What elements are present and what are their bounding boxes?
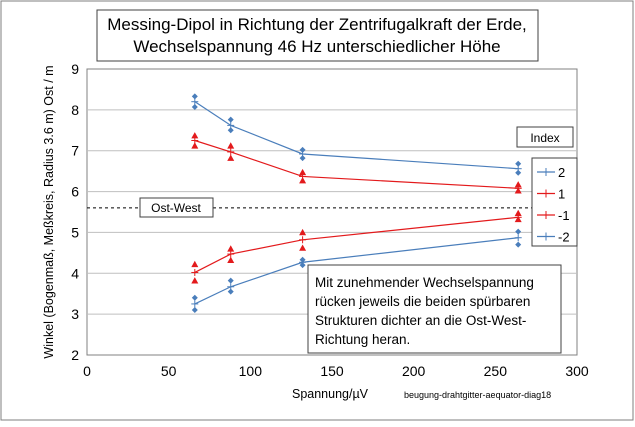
data-point [299, 262, 306, 269]
data-point [299, 244, 307, 251]
legend-title-box [516, 126, 574, 148]
data-point [515, 228, 522, 235]
series-line [194, 101, 519, 170]
series--2 [191, 228, 522, 314]
legend-entry--1: -1 [537, 208, 570, 223]
series-line [194, 139, 519, 189]
legend-label: -2 [558, 230, 570, 245]
series-layer [191, 93, 522, 314]
y-tick-label: 2 [71, 347, 79, 363]
data-point [514, 215, 522, 223]
chart-title: Messing-Dipol in Richtung der Zentrifuga… [96, 9, 539, 62]
series--1 [191, 209, 522, 284]
x-tick-label: 300 [565, 363, 589, 379]
y-tick-label: 7 [71, 143, 79, 159]
x-tick-label: 50 [161, 363, 177, 379]
legend-label: -1 [558, 208, 570, 223]
x-tick-label: 200 [402, 363, 426, 379]
y-tick-labels: 2 3 4 5 6 7 8 9 [71, 61, 79, 363]
title-line-1: Messing-Dipol in Richtung der Zentrifuga… [107, 15, 527, 34]
y-tick-label: 3 [71, 306, 79, 322]
data-point [227, 154, 235, 161]
data-point [227, 116, 234, 123]
series-1 [191, 132, 522, 194]
legend-box [531, 157, 578, 247]
annotation-box [307, 264, 562, 354]
title-box [96, 9, 539, 62]
data-point [227, 256, 235, 264]
x-tick-labels: 0 50 100 150 200 250 300 [83, 363, 589, 379]
data-point [227, 277, 234, 284]
data-point [514, 187, 522, 194]
y-tick-label: 9 [71, 61, 79, 77]
legend-title: Index [530, 131, 559, 145]
data-point [227, 142, 235, 149]
footnote: beugung-drahtgitter-aequator-diag18 [404, 390, 551, 400]
data-point [515, 169, 522, 176]
annotation-line-1: Mit zunehmender Wechselspannung [315, 275, 534, 290]
series-2 [191, 93, 522, 176]
data-point [191, 294, 198, 301]
data-point [299, 256, 306, 263]
data-point [227, 127, 234, 134]
data-point [299, 228, 307, 236]
y-tick-label: 6 [71, 184, 79, 200]
legend-label: 2 [558, 165, 565, 180]
data-point [515, 160, 522, 167]
data-point [299, 168, 307, 176]
x-tick-label: 250 [484, 363, 508, 379]
x-axis-label: Spannung/µV [292, 387, 369, 401]
ost-west-label: Ost-West [151, 201, 201, 215]
data-point [227, 245, 235, 252]
y-tick-label: 5 [71, 224, 79, 240]
data-point [191, 132, 199, 139]
y-tick-label: 8 [71, 102, 79, 118]
data-point [514, 181, 522, 188]
data-point [299, 155, 306, 162]
data-point [191, 142, 199, 149]
data-point [191, 260, 199, 268]
legend-label: 1 [558, 187, 565, 202]
annotation-line-4: Richtung heran. [315, 332, 410, 347]
data-point [227, 288, 234, 295]
data-point [514, 209, 522, 217]
series-line [194, 216, 519, 274]
annotation-line-2: rücken jeweils die beiden spürbaren [315, 294, 530, 309]
legend: 2 1 -1 -2 [537, 165, 570, 245]
ost-west-label-box [139, 197, 214, 218]
legend-entry--2: -2 [537, 230, 570, 245]
data-point [191, 93, 198, 100]
legend-entry-2: 2 [537, 165, 565, 180]
y-tick-label: 4 [71, 265, 79, 281]
data-point [299, 177, 307, 184]
y-axis-label: Winkel (Bogenmaß, Meßkreis, Radius 3.6 m… [42, 65, 56, 358]
title-line-2: Wechselspannung 46 Hz unterschiedlicher … [133, 37, 500, 56]
data-point [515, 241, 522, 248]
data-point [191, 103, 198, 110]
x-tick-label: 0 [83, 363, 91, 379]
series-line [194, 237, 519, 305]
x-tick-label: 150 [320, 363, 344, 379]
x-tick-label: 100 [239, 363, 263, 379]
data-point [191, 307, 198, 314]
annotation-line-3: Strukturen dichter an die Ost-West- [315, 313, 526, 328]
data-point [299, 146, 306, 153]
legend-entry-1: 1 [537, 187, 565, 202]
data-point [191, 277, 199, 284]
